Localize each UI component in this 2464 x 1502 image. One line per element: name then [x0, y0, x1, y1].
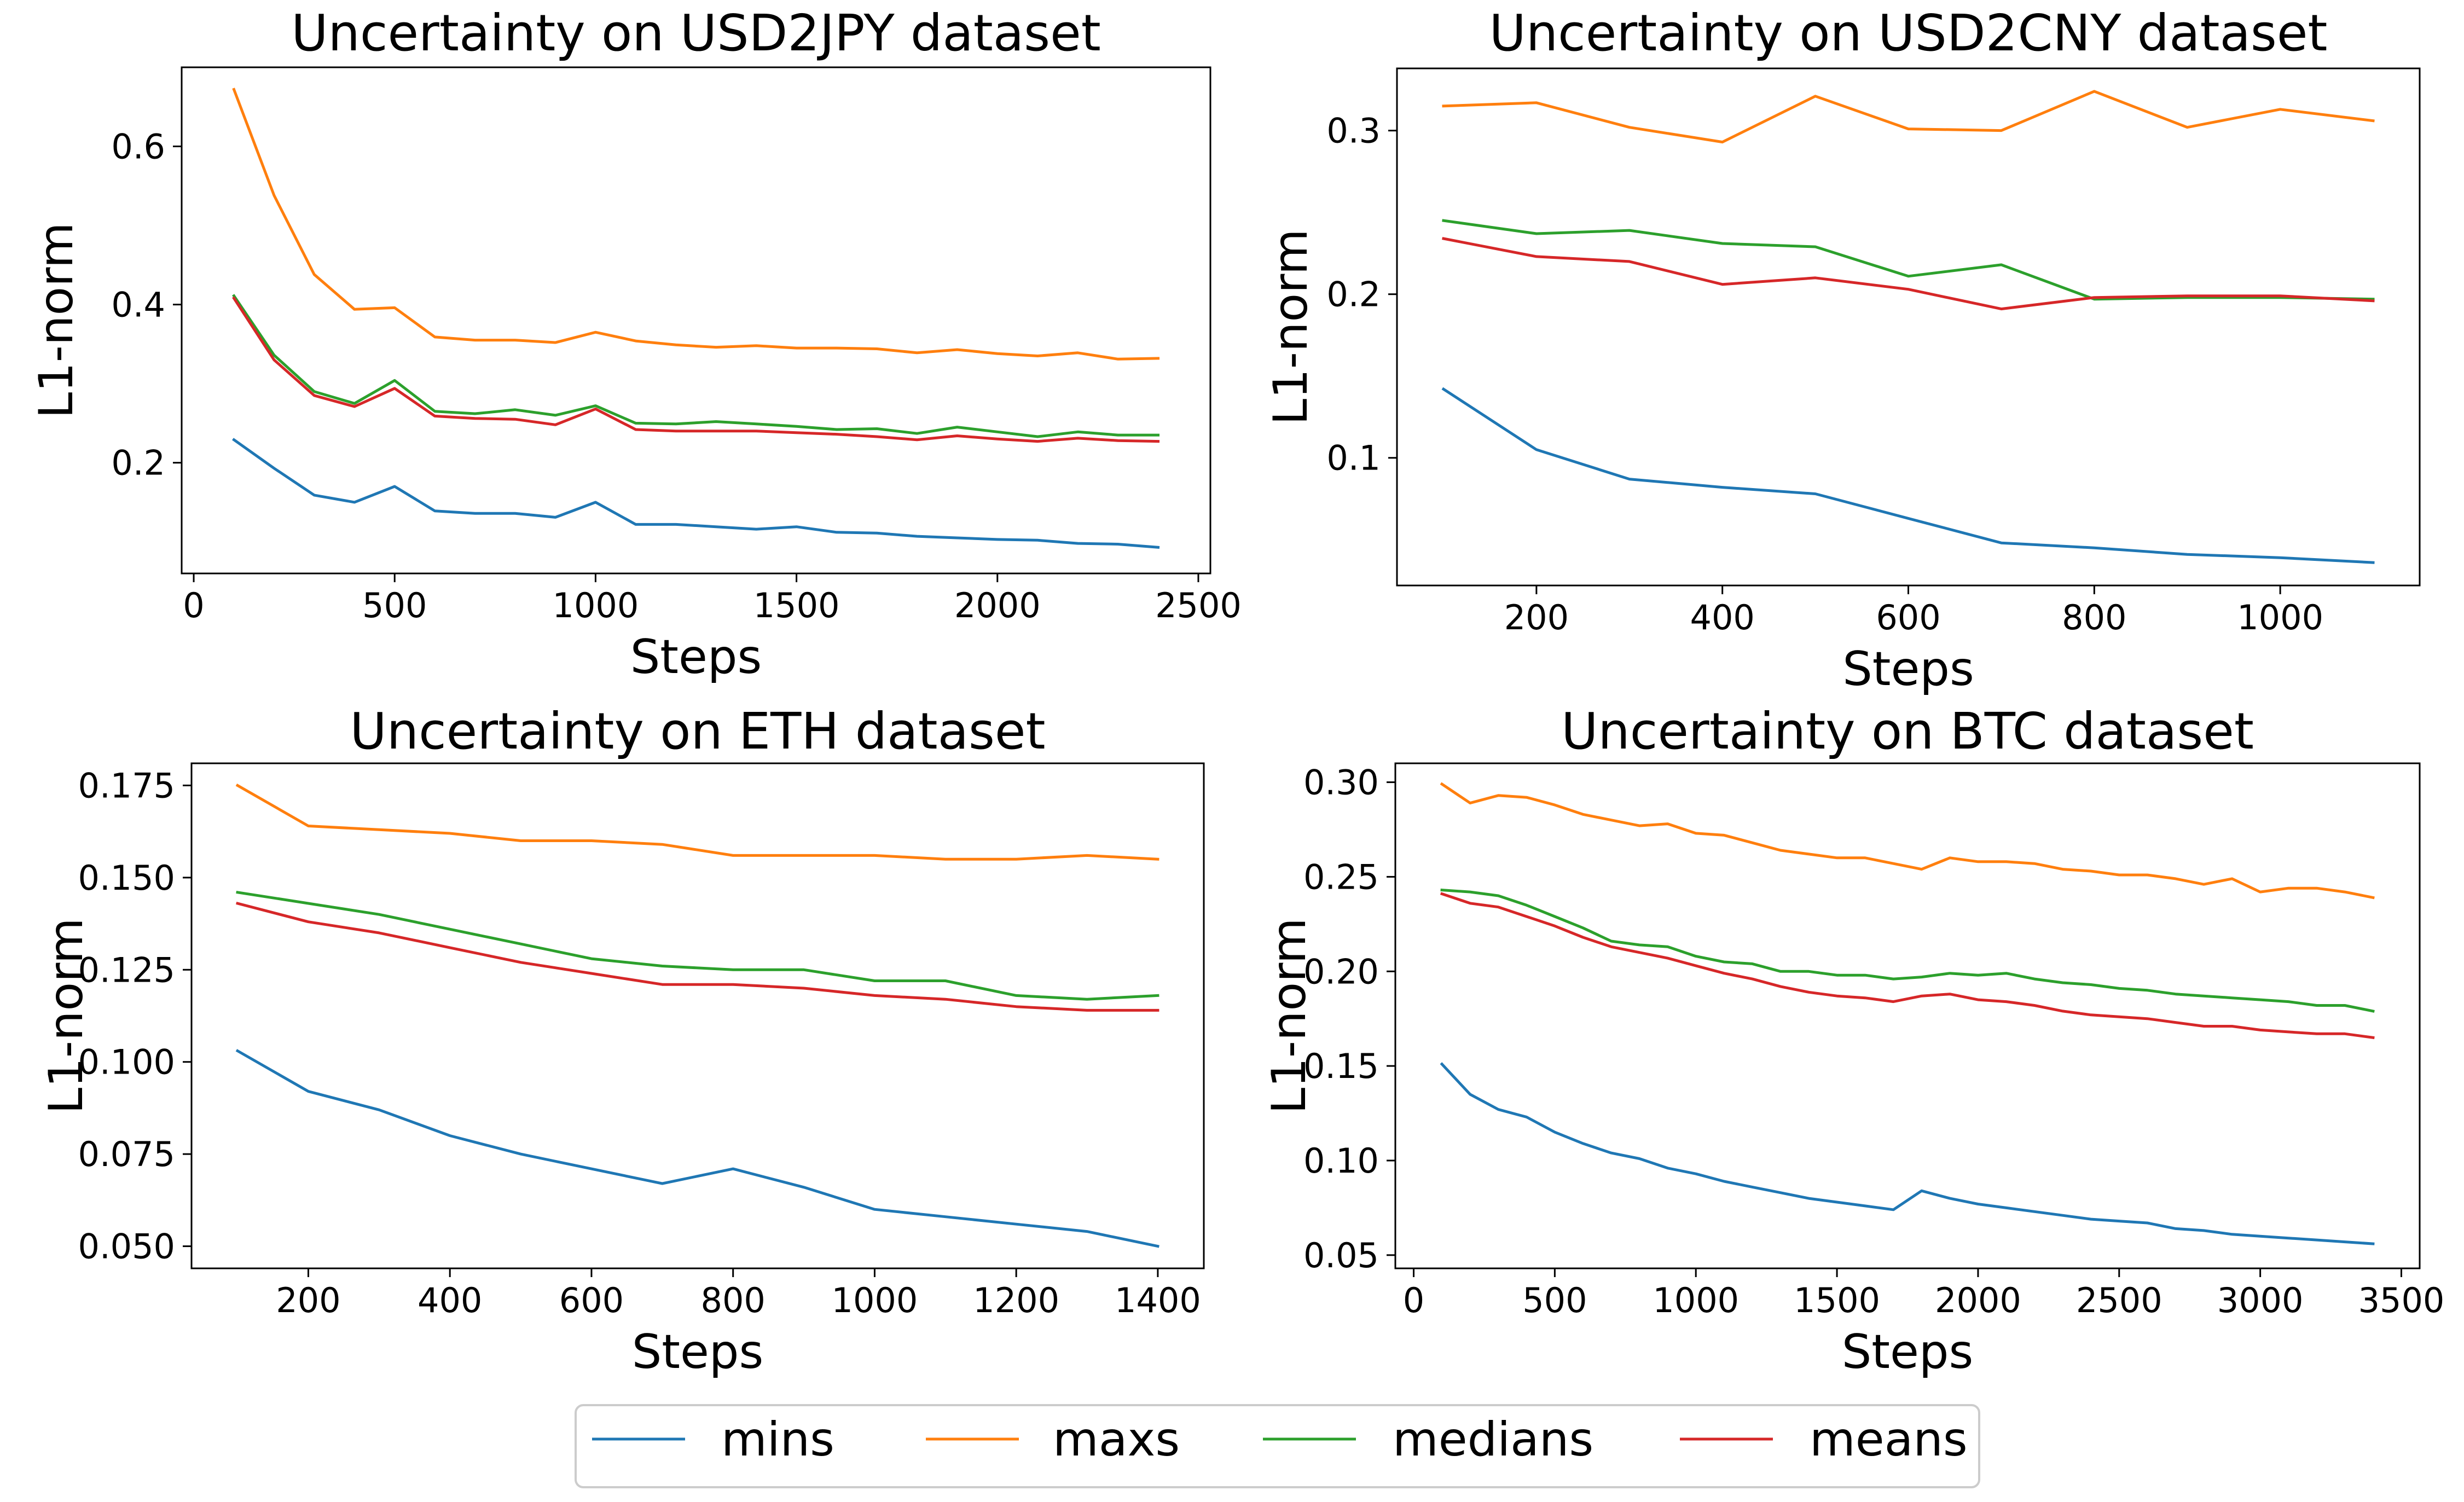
y-tick-label: 0.075: [78, 1134, 176, 1174]
x-tick-label: 2500: [2076, 1280, 2162, 1320]
legend: mins maxs medians means: [575, 1404, 1980, 1488]
series-line-mins: [235, 1049, 1159, 1248]
series-group: [235, 783, 1159, 1248]
y-tick-label: 0.30: [1303, 763, 1379, 803]
y-tick-label: 0.25: [1303, 857, 1379, 897]
series-line-means: [1440, 892, 2375, 1040]
legend-label-maxs: maxs: [1053, 1412, 1180, 1467]
x-tick-label: 1000: [2237, 598, 2323, 637]
x-tick-label: 800: [2062, 598, 2126, 637]
series-line-medians: [232, 294, 1159, 438]
x-tick-label: 800: [701, 1280, 766, 1320]
x-tick-label: 200: [276, 1280, 340, 1320]
x-tick-label: 1400: [1115, 1280, 1201, 1320]
series-line-maxs: [235, 783, 1159, 861]
series-group: [1440, 782, 2375, 1245]
series-line-medians: [1442, 219, 2375, 301]
x-tick-label: 500: [362, 585, 427, 625]
y-tick-label: 0.100: [78, 1042, 176, 1082]
y-tick-label: 0.15: [1303, 1046, 1379, 1086]
y-tick-label: 0.2: [1326, 275, 1381, 315]
y-axis-label: L1-norm: [1262, 918, 1317, 1114]
y-axis-label: L1-norm: [1263, 229, 1318, 425]
x-tick-label: 1000: [553, 585, 639, 625]
y-tick-label: 0.175: [78, 766, 176, 805]
y-tick-label: 0.05: [1303, 1236, 1379, 1275]
x-tick-label: 3000: [2217, 1280, 2304, 1320]
chart-title: Uncertainty on BTC dataset: [1561, 702, 2254, 761]
y-axis-label: L1-norm: [29, 222, 84, 418]
series-line-means: [236, 901, 1159, 1012]
x-tick-label: 1000: [832, 1280, 918, 1320]
x-axis-label: Steps: [632, 1325, 764, 1379]
y-axis-label: L1-norm: [39, 918, 94, 1114]
series-line-mins: [1440, 1062, 2375, 1245]
x-axis-label: Steps: [1842, 642, 1974, 697]
series-group: [1441, 90, 2375, 564]
series-line-medians: [1440, 888, 2375, 1013]
series-line-means: [232, 296, 1160, 443]
series-line-maxs: [232, 88, 1160, 361]
x-tick-label: 500: [1522, 1280, 1587, 1320]
chart-title: Uncertainty on USD2JPY dataset: [291, 4, 1101, 62]
series-line-mins: [232, 438, 1160, 549]
legend-label-means: means: [1810, 1412, 1968, 1467]
legend-label-mins: mins: [721, 1412, 834, 1467]
x-tick-label: 2000: [954, 585, 1041, 625]
subplot-1: Uncertainty on USD2JPY dataset 0 500 1000 15…: [29, 4, 1242, 685]
y-tick-label: 0.4: [111, 285, 165, 325]
legend-label-medians: medians: [1393, 1412, 1593, 1467]
x-tick-label: 2000: [1935, 1280, 2021, 1320]
subplot-2: Uncertainty on USD2CNY dataset 200 400 600 8…: [1263, 4, 2421, 697]
axes-frame: [1394, 762, 2421, 1269]
y-tick-label: 0.3: [1326, 111, 1381, 151]
legend-frame: [575, 1404, 1980, 1488]
axes-frame: [181, 66, 1211, 575]
y-tick-label: 0.2: [111, 443, 165, 483]
x-tick-label: 400: [1690, 598, 1755, 637]
x-tick-label: 600: [559, 1280, 624, 1320]
series-group: [232, 88, 1160, 549]
x-tick-label: 1500: [753, 585, 840, 625]
x-tick-label: 0: [1403, 1280, 1424, 1320]
subplot-4: Uncertainty on BTC dataset 0 500 1000 1500 20…: [1262, 702, 2444, 1379]
y-tick-label: 0.1: [1326, 438, 1381, 478]
y-tick-label: 0.10: [1303, 1141, 1379, 1181]
series-line-mins: [1441, 387, 2375, 564]
x-tick-label: 1500: [1794, 1280, 1880, 1320]
chart-title: Uncertainty on ETH dataset: [350, 702, 1045, 761]
x-tick-label: 1000: [1653, 1280, 1739, 1320]
series-line-maxs: [1442, 90, 2375, 144]
series-line-means: [1442, 237, 2375, 311]
chart-title: Uncertainty on USD2CNY dataset: [1489, 4, 2327, 62]
axes-frame: [1396, 67, 2421, 587]
x-tick-label: 1200: [973, 1280, 1059, 1320]
x-tick-label: 0: [183, 585, 204, 625]
y-tick-label: 0.20: [1303, 952, 1379, 991]
subplot-3: Uncertainty on ETH dataset 200 400 600 800 10…: [39, 702, 1205, 1379]
y-tick-label: 0.150: [78, 858, 176, 898]
y-tick-label: 0.050: [78, 1227, 176, 1267]
x-tick-label: 2500: [1155, 585, 1242, 625]
x-tick-label: 3500: [2358, 1280, 2445, 1320]
axes-frame: [190, 762, 1205, 1269]
series-line-medians: [236, 890, 1159, 1001]
x-axis-label: Steps: [630, 630, 762, 685]
series-line-maxs: [1440, 782, 2375, 900]
y-tick-label: 0.125: [78, 950, 176, 990]
x-tick-label: 400: [418, 1280, 482, 1320]
x-tick-label: 200: [1504, 598, 1569, 637]
x-tick-label: 600: [1876, 598, 1940, 637]
y-tick-label: 0.6: [111, 127, 165, 167]
x-axis-label: Steps: [1842, 1325, 1974, 1379]
